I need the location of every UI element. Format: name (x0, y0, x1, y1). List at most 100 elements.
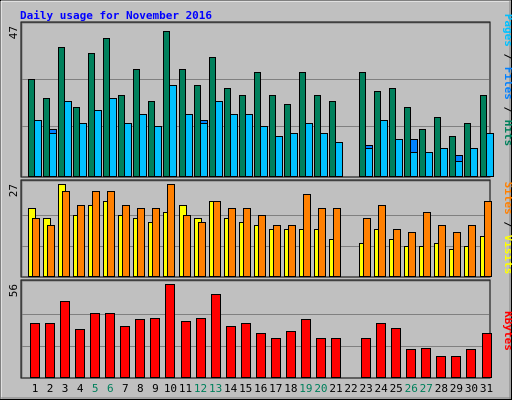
bar-kbytes-day-27 (421, 348, 431, 378)
bar-hits-day-28 (434, 117, 441, 177)
chart-panels: 47 27 56 Pages / Files / Hits Sites / Visits… (7, 14, 512, 379)
bar-sites-day-5 (92, 191, 100, 277)
bar-hits-day-7 (118, 95, 125, 177)
day-label-11: 11 (179, 382, 192, 395)
bar-pages-day-12 (200, 123, 208, 177)
day-label-31: 31 (480, 382, 493, 395)
series-hits (28, 31, 487, 177)
bar-sites-day-14 (228, 208, 236, 277)
bar-pages-day-4 (79, 123, 87, 177)
bar-hits-day-11 (179, 69, 186, 177)
bar-hits-day-15 (239, 95, 246, 177)
bar-pages-day-29 (455, 161, 463, 177)
bar-hits-day-14 (224, 88, 231, 177)
bar-pages-day-30 (470, 148, 478, 177)
bar-sites-day-30 (468, 225, 476, 277)
bar-hits-day-1 (28, 79, 35, 177)
bar-hits-day-12 (194, 85, 201, 177)
bar-hits-day-25 (389, 88, 396, 177)
bar-hits-day-13 (209, 57, 216, 177)
day-tick-labels: 1 2 3 4 5 6 7 8 9 10 11 12 13 14 15 16 17 18 19 20 21 22 23 24 2… (32, 382, 493, 395)
bar-pages-day-24 (380, 120, 388, 177)
bar-pages-day-14 (230, 114, 238, 177)
bar-sites-day-9 (152, 208, 160, 277)
bar-hits-day-31 (480, 95, 487, 177)
bar-kbytes-day-9 (150, 318, 160, 378)
bar-sites-day-6 (107, 191, 115, 277)
legend-entry: Hits (502, 120, 512, 147)
day-label-20: 20 (314, 382, 327, 395)
day-label-18: 18 (284, 382, 297, 395)
bar-hits-day-18 (284, 104, 291, 177)
bar-kbytes-day-13 (211, 294, 221, 378)
panel-hits-files-pages: 47 (7, 21, 494, 178)
bar-pages-day-18 (290, 133, 298, 177)
bar-pages-day-5 (94, 110, 102, 177)
bar-sites-day-19 (303, 194, 311, 277)
bar-kbytes-day-30 (466, 349, 476, 378)
bar-sites-day-27 (423, 212, 431, 277)
bar-hits-day-10 (163, 31, 170, 177)
series-sites (32, 184, 492, 277)
bar-hits-day-29 (449, 136, 456, 177)
bar-pages-day-31 (486, 133, 494, 177)
bar-sites-day-17 (273, 225, 281, 277)
bar-hits-day-27 (419, 129, 426, 177)
bar-pages-day-8 (139, 114, 147, 177)
bar-pages-day-28 (440, 148, 448, 177)
bar-kbytes-day-11 (181, 321, 191, 378)
bar-pages-day-9 (154, 126, 162, 177)
bar-sites-day-18 (288, 225, 296, 277)
bar-hits-day-30 (464, 123, 471, 177)
legend-kbytes: KBytes (502, 311, 512, 351)
bar-kbytes-day-10 (165, 284, 175, 378)
bar-pages-day-10 (169, 85, 177, 177)
bar-kbytes-day-12 (196, 318, 206, 378)
bar-kbytes-day-4 (75, 329, 85, 378)
legend-entry: Sites (502, 182, 512, 215)
bar-hits-day-24 (374, 91, 381, 177)
bar-sites-day-11 (183, 215, 191, 277)
day-label-25: 25 (390, 382, 403, 395)
day-label-30: 30 (465, 382, 478, 395)
bar-kbytes-day-18 (286, 331, 296, 378)
legend-entry: Files (502, 67, 512, 100)
bar-pages-day-26 (410, 152, 418, 177)
bar-kbytes-day-3 (60, 301, 70, 378)
bar-hits-day-5 (88, 53, 95, 177)
day-label-19: 19 (299, 382, 312, 395)
bar-pages-day-11 (185, 114, 193, 177)
bar-pages-day-23 (365, 148, 373, 177)
bar-hits-day-4 (73, 107, 80, 177)
bar-kbytes-day-17 (271, 338, 281, 378)
day-label-23: 23 (359, 382, 372, 395)
bar-hits-day-16 (254, 72, 261, 177)
legend-entry: Visits (502, 235, 512, 275)
bar-sites-day-3 (62, 191, 70, 277)
day-label-14: 14 (224, 382, 238, 395)
bar-hits-day-21 (329, 101, 336, 177)
series-kbytes (30, 284, 492, 378)
bar-pages-day-1 (34, 120, 42, 177)
panel-kbytes: 56 (7, 279, 492, 379)
day-label-4: 4 (77, 382, 84, 395)
bar-kbytes-day-5 (90, 313, 100, 378)
bar-pages-day-17 (275, 136, 283, 177)
day-label-27: 27 (420, 382, 433, 395)
bar-pages-day-19 (305, 123, 313, 177)
day-label-10: 10 (164, 382, 177, 395)
series-pages (34, 85, 494, 177)
bar-kbytes-day-8 (135, 319, 145, 378)
day-label-26: 26 (405, 382, 418, 395)
day-label-8: 8 (137, 382, 144, 395)
day-label-1: 1 (32, 382, 39, 395)
bar-hits-day-9 (148, 101, 155, 177)
day-label-6: 6 (107, 382, 114, 395)
bar-pages-day-2 (49, 133, 57, 177)
panel-visits-sites: 27 (7, 179, 492, 278)
bar-sites-day-28 (438, 225, 446, 277)
bar-hits-day-23 (359, 72, 366, 177)
y-max-label: 27 (7, 184, 20, 197)
bar-kbytes-day-14 (226, 326, 236, 378)
